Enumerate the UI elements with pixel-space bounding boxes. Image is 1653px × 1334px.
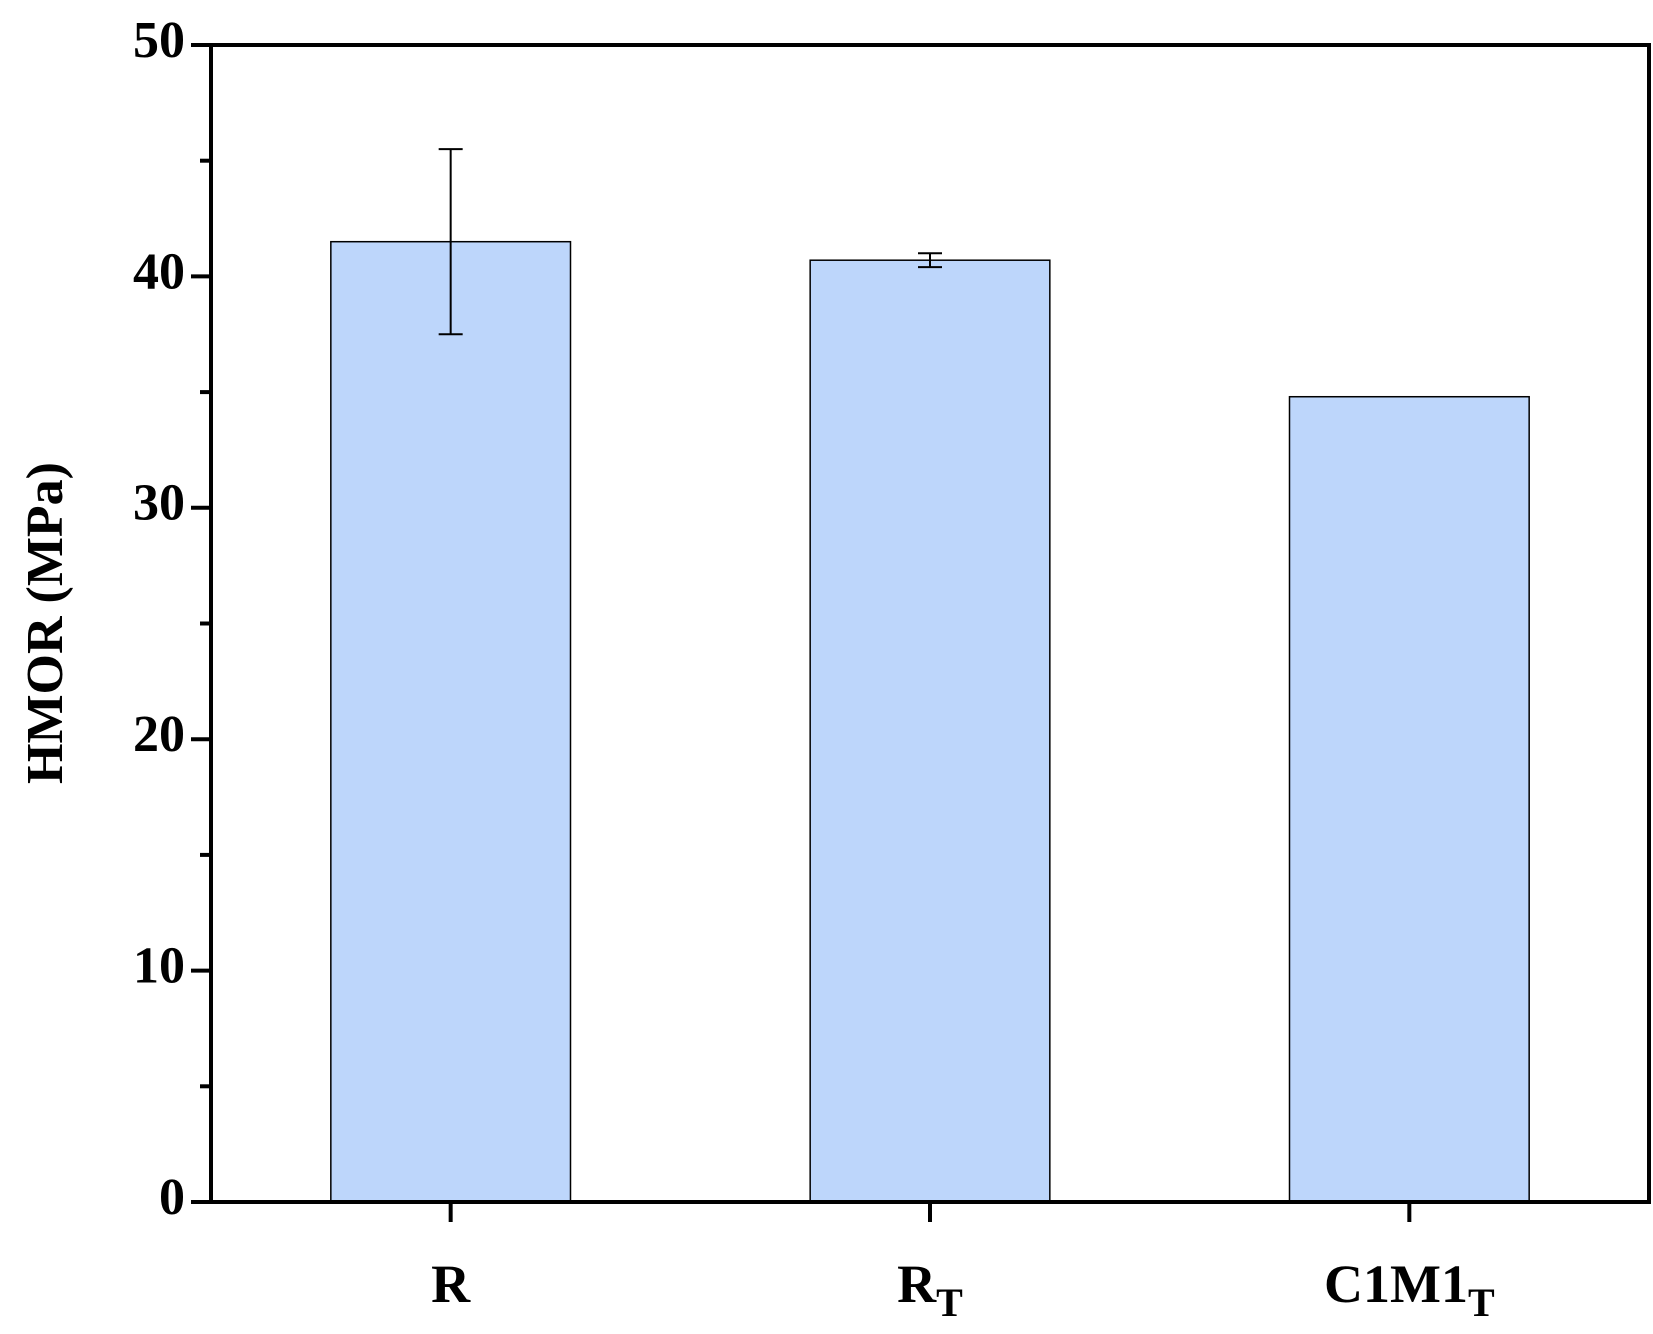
y-axis-label: HMOR (MPa): [17, 462, 74, 784]
x-tick-label-text: C1M1: [1324, 1254, 1468, 1314]
x-tick-label-text: R: [897, 1254, 937, 1314]
x-tick-label-text: R: [431, 1254, 471, 1314]
error-bar: [438, 148, 463, 336]
x-tick-label: R: [431, 1254, 471, 1314]
x-tick-label-subscript: T: [1468, 1280, 1495, 1325]
y-tick-label: 40: [133, 243, 185, 300]
y-tick-label: 0: [159, 1169, 185, 1226]
y-tick-label: 30: [133, 475, 185, 532]
y-tick-label: 50: [133, 12, 185, 69]
x-tick-label: RT: [897, 1254, 963, 1325]
y-tick-label: 10: [133, 938, 185, 995]
x-tick-label: C1M1T: [1324, 1254, 1495, 1325]
y-tick-label: 20: [133, 706, 185, 763]
x-tick-label-subscript: T: [936, 1280, 963, 1325]
plot-frame: [209, 43, 1651, 1204]
bar: [1288, 395, 1530, 1203]
error-bar: [918, 252, 942, 269]
bar: [330, 240, 572, 1203]
bar: [809, 259, 1051, 1203]
